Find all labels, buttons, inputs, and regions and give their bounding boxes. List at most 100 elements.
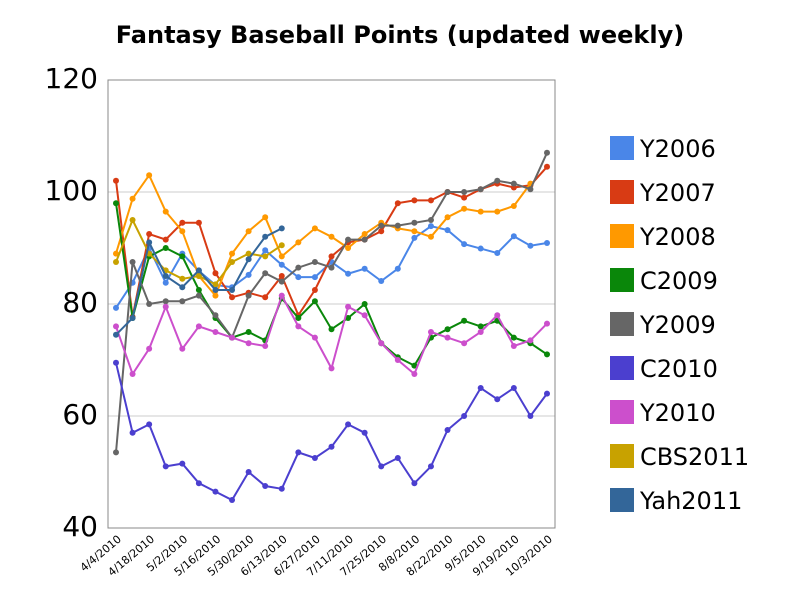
y-tick-label: 60 (62, 398, 98, 431)
data-point (394, 265, 401, 272)
data-point (229, 334, 236, 341)
data-point (212, 281, 219, 288)
y-tick-label: 120 (45, 62, 98, 95)
data-point (427, 223, 434, 230)
data-point (311, 298, 318, 305)
data-point (361, 312, 368, 319)
data-point (494, 250, 501, 257)
legend-swatch (610, 312, 634, 336)
data-point (162, 279, 169, 286)
data-point (461, 241, 468, 248)
data-point (113, 304, 119, 311)
data-point (295, 323, 302, 330)
data-point (129, 217, 136, 223)
data-point (245, 292, 252, 299)
data-point (544, 351, 550, 358)
data-point (510, 334, 517, 341)
data-point (146, 239, 153, 246)
data-point (295, 449, 302, 456)
data-point (129, 195, 136, 202)
data-point (245, 228, 252, 235)
data-point (278, 278, 285, 285)
data-point (510, 233, 517, 240)
data-point (262, 233, 269, 240)
data-point (361, 265, 368, 272)
data-point (162, 273, 169, 279)
data-point (278, 292, 285, 299)
data-point (262, 343, 269, 349)
data-point (527, 337, 534, 344)
data-point (146, 345, 153, 352)
data-point (162, 463, 169, 470)
data-point (328, 326, 335, 333)
data-point (113, 449, 119, 456)
data-point (477, 186, 484, 193)
data-point (311, 274, 318, 281)
legend-label: Y2009 (639, 311, 716, 339)
data-point (461, 189, 468, 195)
data-point (113, 323, 119, 330)
data-point (510, 343, 517, 349)
data-point (361, 429, 368, 436)
data-point (229, 250, 236, 257)
legend-label: Y2006 (639, 135, 716, 163)
data-point (113, 200, 119, 207)
data-point (461, 194, 468, 201)
data-point (146, 172, 153, 179)
data-point (113, 259, 119, 265)
data-point (212, 488, 219, 495)
data-point (295, 274, 302, 281)
data-point (444, 326, 451, 333)
data-point (129, 259, 136, 265)
data-point (461, 413, 468, 419)
data-point (278, 225, 285, 232)
data-point (510, 180, 517, 187)
data-point (328, 365, 335, 372)
data-point (113, 331, 119, 338)
data-point (179, 275, 186, 282)
data-point (229, 259, 236, 265)
data-point (394, 200, 401, 207)
data-point (245, 329, 252, 335)
data-point (494, 312, 501, 319)
data-point (179, 228, 186, 235)
data-point (212, 270, 219, 277)
legend-label: Y2010 (639, 399, 716, 427)
data-point (195, 219, 202, 226)
legend-swatch (610, 488, 634, 512)
plot-frame (107, 79, 556, 529)
data-point (212, 312, 219, 319)
legend-label: C2009 (640, 267, 718, 295)
data-point (527, 186, 534, 193)
data-point (411, 371, 418, 377)
data-point (195, 480, 202, 487)
data-point (195, 273, 202, 279)
data-point (361, 301, 368, 307)
data-point (378, 222, 385, 229)
data-point (195, 287, 202, 293)
data-point (427, 217, 434, 223)
data-point (345, 421, 352, 428)
legend-label: Yah2011 (639, 487, 742, 515)
data-point (212, 287, 219, 293)
data-point (477, 245, 484, 252)
data-point (129, 315, 136, 321)
data-point (394, 455, 401, 461)
data-point (113, 177, 119, 184)
data-point (510, 203, 517, 209)
data-point (461, 317, 468, 324)
data-point (245, 271, 252, 278)
data-point (328, 253, 335, 260)
data-point (527, 242, 534, 249)
y-tick-label: 40 (62, 510, 98, 543)
data-point (544, 149, 550, 156)
data-point (494, 396, 501, 403)
data-point (212, 329, 219, 335)
data-point (195, 323, 202, 330)
data-point (394, 357, 401, 363)
data-point (345, 315, 352, 321)
data-point (411, 228, 418, 235)
data-point (179, 460, 186, 467)
legend-swatch (610, 444, 634, 468)
data-point (245, 469, 252, 475)
